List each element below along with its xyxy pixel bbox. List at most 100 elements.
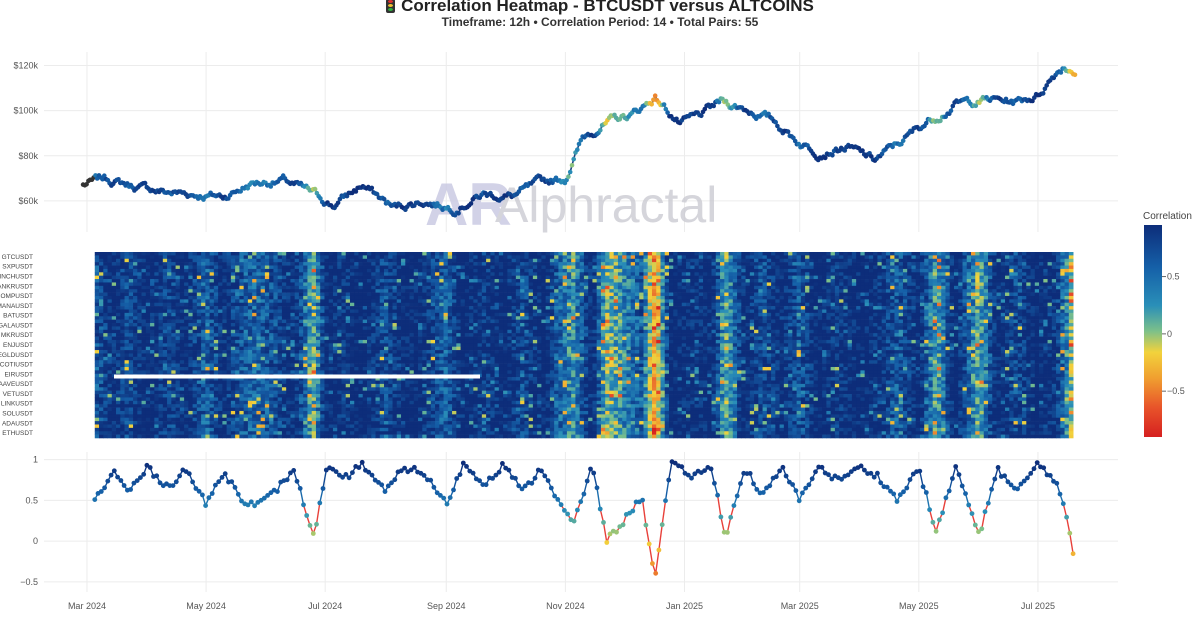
heatmap-cell — [286, 285, 291, 290]
heatmap-cell — [354, 370, 359, 375]
heatmap-cell — [201, 431, 206, 435]
heatmap-cell — [218, 279, 223, 283]
heatmap-cell — [188, 319, 193, 324]
heatmap-cell — [103, 302, 108, 307]
heatmap-cell — [188, 336, 193, 341]
heatmap-cell — [311, 363, 317, 368]
heatmap-cell — [222, 295, 228, 300]
heatmap-cell — [264, 397, 270, 402]
heatmap-cell — [311, 323, 317, 327]
heatmap-cell — [328, 272, 334, 276]
heatmap-cell — [269, 421, 274, 425]
heatmap-cell — [315, 383, 321, 388]
heatmap-cell — [128, 279, 134, 283]
heatmap-cell — [307, 434, 313, 439]
heatmap-cell — [413, 275, 419, 280]
heatmap-cell — [324, 380, 330, 385]
heatmap-cell — [349, 343, 355, 347]
heatmap-cell — [205, 329, 211, 334]
heatmap-cell — [213, 316, 219, 320]
heatmap-cell — [379, 434, 385, 439]
heatmap-cell — [213, 289, 219, 293]
heatmap-cell — [320, 268, 325, 273]
heatmap-cell — [413, 380, 419, 385]
heatmap-cell — [426, 339, 432, 344]
heatmap-cell — [243, 252, 249, 256]
heatmap-cell — [107, 319, 113, 324]
heatmap-cell — [354, 285, 359, 290]
heatmap-cell — [103, 370, 108, 375]
heatmap-cell — [99, 258, 104, 263]
heatmap-cell — [256, 306, 262, 310]
heatmap-cell — [137, 299, 142, 304]
price-point — [575, 147, 580, 152]
heatmap-cell — [375, 400, 381, 405]
heatmap-cell — [371, 400, 376, 405]
heatmap-cell — [430, 390, 436, 395]
heatmap-cell — [422, 387, 427, 391]
heatmap-cell — [133, 424, 138, 429]
heatmap-cell — [260, 404, 266, 408]
heatmap-cell — [133, 265, 138, 270]
heatmap-cell — [213, 387, 219, 391]
heatmap-cell — [218, 397, 223, 402]
heatmap-cell — [116, 268, 121, 273]
heatmap-cell — [247, 410, 253, 415]
heatmap-cell — [188, 339, 193, 344]
heatmap-cell — [277, 323, 283, 327]
heatmap-cell — [230, 366, 236, 371]
heatmap-cell — [145, 434, 151, 439]
heatmap-cell — [371, 427, 376, 432]
heatmap-cell — [362, 397, 368, 402]
heatmap-cell — [371, 383, 376, 388]
heatmap-cell — [201, 326, 206, 331]
price-point — [567, 169, 573, 175]
heatmap-cell — [209, 275, 215, 280]
heatmap-cell — [124, 282, 130, 287]
heatmap-cell — [205, 424, 211, 429]
heatmap-cell — [145, 410, 151, 415]
heatmap-cell — [430, 275, 436, 280]
heatmap-cell — [422, 326, 427, 331]
heatmap-cell — [341, 407, 347, 412]
heatmap-cell — [307, 407, 313, 412]
heatmap-cell — [167, 410, 172, 415]
heatmap-cell — [273, 407, 279, 412]
heatmap-cell — [150, 326, 155, 331]
heatmap-cell — [103, 339, 108, 344]
heatmap-cell — [332, 424, 338, 429]
heatmap-cell — [107, 387, 113, 391]
heatmap-cell — [235, 309, 240, 314]
heatmap-cell — [430, 255, 436, 260]
heatmap-cell — [413, 299, 419, 304]
heatmap-cell — [99, 431, 104, 435]
price-point — [716, 99, 722, 105]
heatmap-cell — [392, 380, 398, 385]
heatmap-cell — [99, 299, 104, 304]
heatmap-cell — [260, 292, 266, 297]
heatmap-cell — [260, 316, 266, 320]
heatmap-cell — [196, 319, 202, 324]
heatmap-cell — [401, 387, 406, 391]
heatmap-cell — [209, 279, 215, 283]
heatmap-cell — [371, 410, 376, 415]
heatmap-cell — [188, 363, 193, 368]
heatmap-cell — [137, 414, 142, 419]
heatmap-cell — [273, 299, 279, 304]
heatmap-cell — [405, 390, 410, 395]
heatmap-cell — [315, 370, 321, 375]
heatmap-cell — [107, 373, 113, 378]
heatmap-cell — [235, 390, 240, 395]
heatmap-cell — [260, 285, 266, 290]
heatmap-cell — [133, 312, 138, 317]
price-point — [711, 103, 716, 109]
heatmap-cell — [103, 397, 108, 402]
heatmap-cell — [281, 404, 287, 408]
heatmap-cell — [239, 336, 245, 341]
heatmap-cell — [205, 275, 211, 280]
heatmap-cell — [277, 258, 283, 263]
heatmap-cell — [362, 319, 368, 324]
heatmap-cell — [116, 350, 121, 354]
heatmap-cell — [328, 295, 334, 300]
heatmap-cell — [162, 400, 168, 405]
